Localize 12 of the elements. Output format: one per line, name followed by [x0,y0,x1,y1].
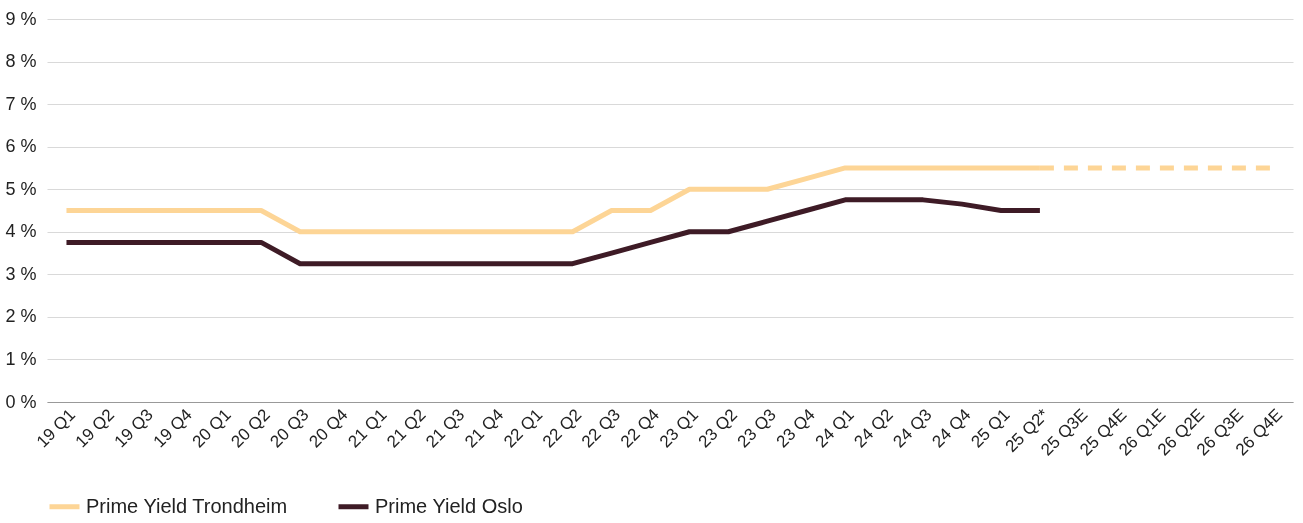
y-tick-label: 2 % [5,306,37,327]
y-tick-label: 8 % [5,51,37,72]
y-tick-label: 1 % [5,348,37,369]
y-tick-label: 6 % [5,136,37,157]
y-tick-label: 4 % [5,221,37,242]
y-tick-label: 5 % [5,178,37,199]
y-tick-label: 3 % [5,263,37,284]
legend-label: Prime Yield Trondheim [86,494,288,517]
legend-label: Prime Yield Oslo [375,494,523,517]
y-tick-label: 0 % [5,391,37,412]
y-tick-label: 9 % [5,8,37,29]
y-tick-label: 7 % [5,93,37,114]
